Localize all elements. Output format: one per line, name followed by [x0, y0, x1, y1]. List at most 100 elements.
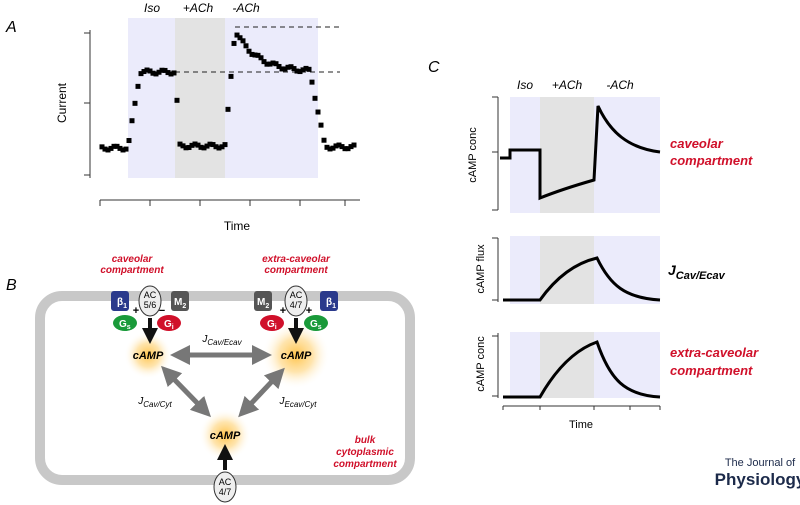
ac-label: 4/7 — [290, 300, 303, 310]
y-axis — [84, 30, 91, 178]
trace-point — [222, 142, 228, 148]
trace-point — [351, 142, 357, 148]
panel-label: A — [5, 19, 17, 36]
trace-point — [213, 144, 219, 150]
ac-label: 5/6 — [144, 300, 157, 310]
compartment-label: cytoplasmic — [336, 447, 394, 458]
phase-label: -ACh — [232, 1, 260, 15]
flux-label: JCav/Ecav — [201, 334, 242, 347]
trace-point — [198, 144, 204, 150]
logo-text: Physiology — [715, 470, 800, 489]
compartment-label: caveolar — [112, 254, 154, 265]
shades — [510, 97, 660, 398]
x-axis — [99, 199, 360, 206]
curve — [503, 256, 661, 302]
trace-point — [99, 144, 105, 150]
trace-point — [252, 52, 258, 58]
shade — [540, 332, 594, 398]
trace-point — [267, 61, 273, 67]
trace-point — [225, 106, 231, 112]
x-axis — [502, 405, 661, 410]
x-label: Time — [224, 219, 251, 233]
trace-point — [129, 118, 135, 124]
trace-point — [117, 145, 123, 151]
shade — [128, 18, 175, 178]
panel-b: B caveolar compartment extra-caveolar co… — [6, 254, 415, 503]
sign: + — [133, 305, 139, 317]
receptor-label: β1 — [326, 297, 336, 310]
trace-point — [342, 146, 348, 152]
trace-point — [336, 142, 342, 148]
y-label: cAMP flux — [475, 244, 487, 294]
beta-receptor — [111, 291, 129, 311]
trace-point — [171, 70, 177, 76]
trace-point — [114, 143, 120, 149]
trace-point — [105, 147, 111, 153]
trace-point — [138, 71, 144, 77]
trace-point — [264, 61, 270, 67]
y-axis — [492, 333, 499, 398]
beta-receptor — [320, 291, 338, 311]
trace-point — [156, 69, 162, 75]
y-label: cAMP conc — [467, 127, 479, 183]
sign: − — [159, 305, 165, 317]
curve — [503, 340, 661, 399]
trace-point — [162, 67, 168, 73]
trace-point — [345, 146, 351, 152]
protein-label: Gi — [267, 319, 277, 331]
phase-label: Iso — [144, 1, 160, 15]
trace-point — [207, 141, 213, 147]
panel-label: B — [6, 277, 17, 294]
trace-point — [333, 143, 339, 149]
trace-point — [291, 66, 297, 72]
trace-point — [183, 145, 189, 151]
camp-glow — [199, 409, 251, 461]
m2-receptor — [254, 291, 272, 311]
trace-point — [288, 64, 294, 70]
trace-point — [282, 66, 288, 72]
y-axis — [492, 96, 499, 211]
receptor-label: β1 — [117, 297, 127, 310]
trace-point — [228, 73, 234, 79]
trace-point — [300, 67, 306, 73]
gs-protein — [113, 315, 137, 331]
trace-point — [249, 51, 255, 57]
trace-point — [327, 146, 333, 152]
y-label: cAMP conc — [475, 336, 487, 392]
trace-point — [273, 61, 279, 67]
trace-point — [102, 146, 108, 152]
protein-label: Gi — [164, 319, 174, 331]
compartment-label: compartment — [264, 265, 328, 276]
trace-point — [216, 145, 222, 151]
flux-label: JEcav/Cyt — [278, 396, 317, 409]
trace-point — [312, 95, 318, 101]
trace-point — [180, 143, 186, 149]
trace-point — [270, 60, 276, 66]
trace-point — [276, 63, 282, 69]
trace-point — [174, 97, 180, 103]
trace-point — [168, 71, 174, 77]
trace-point — [192, 141, 198, 147]
trace-point — [243, 43, 249, 49]
y-axis — [492, 237, 499, 302]
trace-point — [186, 145, 192, 151]
trace-point — [240, 38, 246, 44]
trace-point — [108, 145, 114, 151]
m2-receptor — [171, 291, 189, 311]
curve — [500, 105, 661, 201]
compartment-label: extra-caveolar — [670, 345, 759, 360]
current-trace — [99, 32, 357, 153]
trace-point — [306, 66, 312, 72]
trace-point — [135, 83, 141, 89]
camp-label: cAMP — [210, 430, 241, 442]
trace-point — [324, 144, 330, 150]
gi-protein — [157, 315, 181, 331]
phase-label: Iso — [517, 78, 533, 92]
trace-point — [297, 69, 303, 75]
trace-point — [153, 71, 159, 77]
trace-point — [126, 138, 132, 144]
trace-point — [201, 145, 207, 151]
trace-point — [255, 52, 261, 58]
ac-label: 4/7 — [219, 487, 232, 497]
trace-point — [330, 145, 336, 151]
